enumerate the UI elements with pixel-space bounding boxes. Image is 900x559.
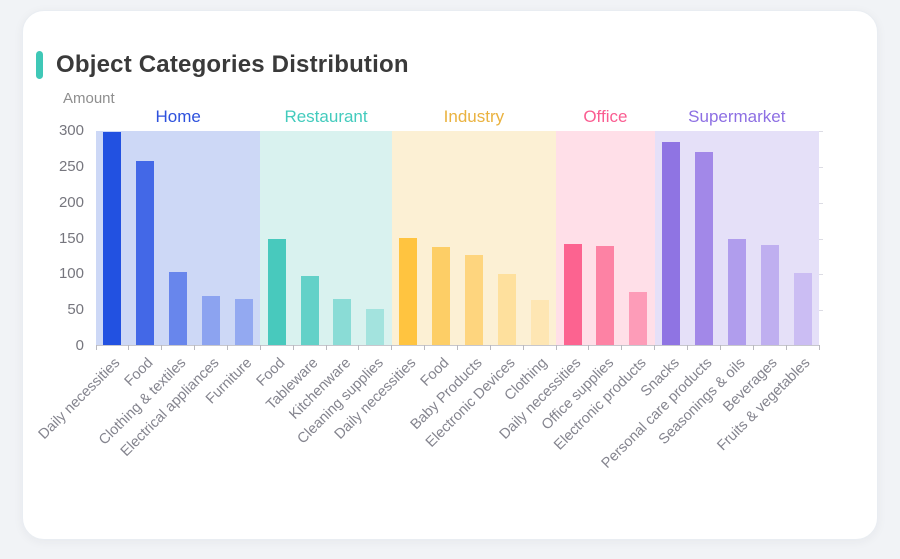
bar-supermarket-fruits-vegetables[interactable]: [793, 272, 812, 345]
x-tick-mark: [457, 345, 458, 350]
bar-industry-clothing[interactable]: [530, 300, 549, 345]
title-accent-bar: [36, 51, 43, 79]
bar-slot: [786, 131, 819, 345]
right-tick-mark: [819, 310, 823, 312]
x-tick-mark: [358, 345, 360, 350]
bar-slot: [688, 131, 721, 345]
y-tick-label: 0: [75, 337, 84, 354]
plot-bands: Home Restaurant Industry Office Supermarket: [96, 107, 819, 345]
bar-office-daily-necessities[interactable]: [563, 243, 582, 345]
bar-home-clothing-textiles[interactable]: [169, 272, 188, 345]
bar-slot: [622, 131, 655, 345]
bar-supermarket-seasonings-oils[interactable]: [727, 239, 746, 345]
x-tick-mark: [654, 345, 656, 350]
bar-home-food[interactable]: [136, 160, 155, 345]
x-tick-mark: [752, 345, 754, 350]
right-tick-mark: [819, 166, 823, 168]
x-tick-mark: [719, 345, 721, 350]
y-tick-label: 100: [58, 265, 84, 283]
bar-slot: [556, 131, 589, 345]
right-tick-mark: [819, 202, 823, 204]
right-tick-mark: [819, 131, 823, 132]
bar-home-daily-necessities[interactable]: [103, 132, 122, 345]
x-tick-mark: [292, 345, 294, 350]
bar-slot: [359, 131, 392, 345]
right-tick-mark: [819, 274, 823, 276]
bar-office-electronic-products[interactable]: [629, 291, 648, 345]
bar-home-electrical-appliances[interactable]: [202, 295, 220, 345]
y-axis-title: Amount: [63, 90, 115, 107]
x-tick-mark: [522, 345, 524, 350]
bar-slot: [96, 131, 129, 345]
group-band-industry: Industry: [391, 107, 557, 345]
x-tick-mark: [194, 345, 196, 350]
y-tick-label: 150: [58, 229, 84, 247]
x-tick-mark: [555, 345, 557, 350]
bar-slot: [425, 131, 458, 345]
bar-slot: [260, 131, 293, 345]
group-label-industry: Industry: [443, 107, 505, 126]
group-label-supermarket: Supermarket: [688, 107, 786, 126]
x-tick-mark: [95, 345, 97, 350]
x-tick-mark: [588, 345, 590, 350]
x-tick-mark: [128, 345, 130, 350]
bar-slot: [129, 131, 162, 345]
bar-slot: [392, 131, 425, 345]
x-tick-mark: [621, 345, 623, 350]
bar-slot: [293, 131, 326, 345]
bar-slot: [589, 131, 622, 345]
bar-slot: [162, 131, 195, 345]
group-label-restaurant: Restaurant: [284, 107, 368, 126]
group-band-home: Home: [96, 107, 261, 345]
y-tick-label: 250: [58, 157, 84, 175]
bar-industry-baby-products[interactable]: [464, 255, 483, 345]
bar-slot: [195, 131, 228, 345]
bar-slot: [720, 131, 753, 345]
bar-industry-food[interactable]: [432, 246, 451, 345]
y-tick-label: 200: [58, 193, 84, 211]
chart-area: Home Restaurant Industry Office Supermarket …: [36, 107, 823, 472]
bar-slot: [753, 131, 786, 345]
x-tick-mark: [424, 345, 426, 350]
y-tick-label: 50: [67, 301, 84, 319]
x-tick-mark: [259, 345, 261, 350]
x-tick-mark: [785, 345, 787, 350]
bar-slot: [457, 131, 490, 345]
bar-slot: [490, 131, 523, 345]
bar-slot: [655, 131, 688, 345]
bar-supermarket-beverages[interactable]: [760, 245, 779, 345]
bar-office-office-supplies[interactable]: [596, 245, 615, 345]
x-tick-mark: [226, 345, 228, 350]
bar-slot: [326, 131, 359, 345]
bar-slot: [227, 131, 260, 345]
x-tick-mark: [818, 345, 820, 350]
x-tick-mark: [489, 345, 491, 350]
group-band-office: Office: [556, 107, 655, 345]
bar-restaurant-tableware[interactable]: [300, 275, 319, 345]
x-tick-mark: [161, 345, 163, 350]
x-tick-mark: [687, 345, 689, 350]
bar-restaurant-cleaning-supplies[interactable]: [366, 308, 385, 345]
chart-card: Object Categories Distribution Amount Ho…: [22, 10, 878, 540]
bar-supermarket-personal-care-products[interactable]: [694, 151, 713, 345]
y-tick-label: 300: [58, 122, 84, 139]
right-tick-mark: [819, 238, 823, 240]
group-label-home: Home: [155, 107, 201, 126]
card-header: Object Categories Distribution: [36, 51, 409, 79]
bar-restaurant-food[interactable]: [267, 239, 286, 345]
group-band-supermarket: Supermarket: [654, 107, 819, 345]
bar-industry-daily-necessities[interactable]: [399, 238, 418, 345]
bar-slot: [523, 131, 556, 345]
x-tick-mark: [391, 345, 393, 350]
bar-industry-electronic-devices[interactable]: [497, 274, 516, 345]
page-title: Object Categories Distribution: [56, 51, 409, 78]
x-tick-mark: [325, 345, 327, 350]
group-label-office: Office: [583, 107, 628, 126]
bar-restaurant-kitchenware[interactable]: [333, 298, 352, 345]
group-band-restaurant: Restaurant: [260, 107, 392, 345]
bar-supermarket-snacks[interactable]: [662, 141, 681, 345]
bar-home-furniture[interactable]: [234, 299, 253, 345]
